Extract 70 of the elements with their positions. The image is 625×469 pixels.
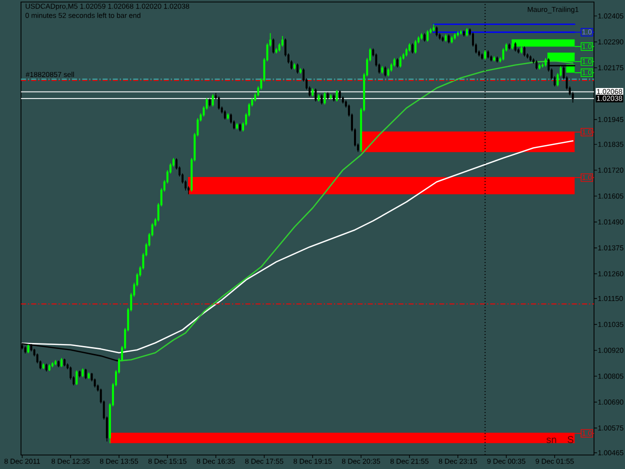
candlestick [318,94,320,102]
candlestick [338,90,341,100]
candlestick [212,94,214,107]
candlestick [454,32,456,40]
candlestick [51,362,54,368]
candlestick [493,56,496,62]
candlestick [27,344,30,354]
candlestick [54,360,56,366]
candlestick [24,346,26,354]
annotation: sn [546,438,556,444]
candlestick [442,36,444,42]
candlestick [538,64,541,70]
candlestick [236,122,238,130]
candlestick [396,58,398,68]
candlestick [536,60,538,70]
candlestick [481,52,484,60]
candlestick [332,94,335,102]
candlestick [239,122,242,132]
candlestick [64,358,66,367]
candlestick [42,362,44,370]
candlestick [324,92,326,105]
candlestick [208,98,211,107]
candlestick [60,358,63,368]
candlestick [320,94,323,105]
candlestick [272,38,274,54]
candlestick [218,96,220,110]
candlestick [523,46,526,57]
candlestick [460,30,462,36]
candlestick [300,68,302,74]
candlestick [48,364,50,372]
candlestick [448,34,450,44]
candlestick [456,30,459,37]
candlestick [224,110,226,120]
candlestick [76,370,78,386]
candlestick [466,28,468,37]
candlestick [82,368,84,378]
annotation: S [568,436,574,444]
candlestick [487,50,490,59]
candlestick [293,62,296,70]
candlestick [314,88,317,102]
candlestick [414,40,417,54]
candlestick [514,42,516,52]
candlestick [484,50,486,60]
candlestick [88,372,90,380]
candlestick [78,370,81,378]
candlestick [424,32,426,42]
candlestick [336,90,338,102]
candlestick [384,66,386,77]
candlestick [330,94,332,100]
candlestick [508,43,510,50]
candlestick [381,66,384,74]
candlestick [496,56,498,63]
candlestick [426,30,429,42]
candlestick [326,92,329,100]
candlestick [393,58,396,68]
candlestick [58,360,60,368]
candlestick [411,43,414,54]
candlestick [296,63,299,74]
candlestick [399,56,402,68]
candlestick [436,26,438,37]
candlestick [462,30,465,37]
candlestick [529,54,532,62]
candlestick [45,363,48,372]
candlestick [490,54,492,62]
candlestick [84,368,87,380]
candlestick [444,34,447,42]
candlestick [312,88,314,97]
candlestick [450,36,453,44]
candlestick [420,32,423,40]
candlestick [226,112,229,120]
